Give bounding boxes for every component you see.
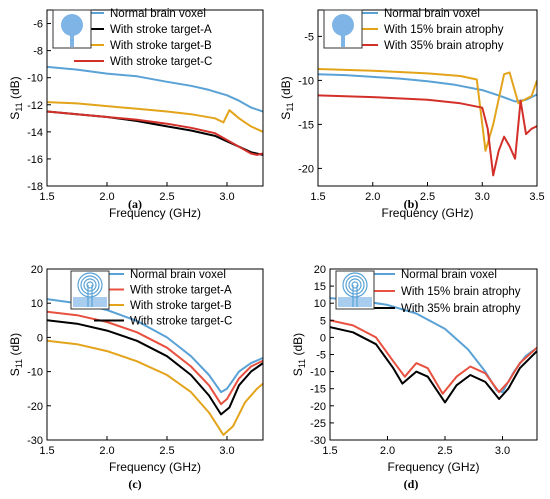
y-tick-label: 15 (314, 281, 326, 293)
legend-entry: With stroke target-C (130, 316, 232, 328)
x-tick-label: 2.5 (159, 191, 174, 203)
x-tick-label: 2.5 (159, 445, 174, 457)
y-tick-label: -15 (298, 119, 314, 131)
legend-entry: With stroke target-A (110, 24, 212, 36)
x-tick-label: 2.5 (420, 191, 435, 203)
legend-entry: Normal brain voxel (130, 269, 226, 281)
y-tick-label: -20 (310, 401, 326, 413)
y-tick-label: -5 (304, 31, 314, 43)
x-axis-label: Frequency (GHz) (381, 206, 473, 220)
y-tick-label: -15 (310, 384, 326, 396)
series-line (47, 339, 263, 436)
y-tick-label: 0 (320, 332, 326, 344)
series-line (318, 94, 537, 177)
x-axis-label: Frequency (GHz) (109, 206, 201, 220)
panel-caption: (b) (404, 197, 419, 211)
legend-entry: Normal brain voxel (401, 269, 497, 281)
plot-frame (46, 268, 264, 441)
x-tick-label: 3.0 (475, 191, 490, 203)
y-tick-label: 10 (31, 298, 43, 310)
feedline-icon (341, 34, 345, 47)
x-tick-label: 3.0 (219, 191, 234, 203)
x-axis-label: Frequency (GHz) (109, 460, 201, 474)
legend-entry: With 35% brain atrophy (384, 40, 504, 52)
x-tick-label: 2.0 (99, 191, 114, 203)
y-axis-label: S11 (dB) (279, 76, 295, 119)
y-tick-label: -5 (316, 350, 326, 362)
y-tick-label: -16 (27, 154, 43, 166)
y-tick-label: 10 (314, 298, 326, 310)
series-line (47, 101, 263, 133)
series-line (47, 110, 263, 156)
series-line (330, 319, 537, 395)
x-tick-label: 3.5 (529, 191, 544, 203)
panel-caption: (c) (128, 477, 141, 491)
panel-caption: (a) (128, 197, 142, 211)
chart-panel: 1.5 2.0 2.5 3.0 3.5 -20 -15 -10 -5 Frequency (GHz… (279, 8, 545, 220)
plot-frame (46, 9, 264, 187)
y-tick-label: -30 (27, 435, 43, 447)
legend-entry: With stroke target-B (130, 300, 232, 312)
y-tick-label: -30 (310, 435, 326, 447)
y-tick-label: -6 (33, 19, 43, 31)
series-line (47, 319, 263, 416)
chart-panel: 1.5 2.0 2.5 3.0 -18 -16 -14 -12 -10 -8 -6 Frequency… (8, 8, 264, 220)
series-line (318, 68, 537, 152)
legend-entry: With 15% brain atrophy (401, 286, 521, 298)
y-tick-label: -20 (27, 401, 43, 413)
legend-entry: With stroke target-C (110, 56, 212, 68)
y-tick-label: 0 (37, 332, 43, 344)
y-axis-label: S11 (dB) (8, 333, 24, 376)
series-line (330, 326, 537, 404)
y-tick-label: -10 (27, 73, 43, 85)
x-tick-label: 1.5 (322, 445, 337, 457)
patch-antenna-icon (332, 14, 354, 36)
y-tick-label: 20 (314, 264, 326, 276)
y-tick-label: 20 (31, 264, 43, 276)
x-tick-label: 2.0 (99, 445, 114, 457)
x-tick-label: 3.0 (495, 445, 510, 457)
series-line (47, 110, 263, 156)
x-tick-label: 1.5 (39, 191, 54, 203)
spiral-antenna-icon (338, 272, 372, 307)
y-tick-label: -14 (27, 127, 43, 139)
y-axis-label: S11 (dB) (8, 76, 24, 119)
patch-antenna-icon (61, 14, 83, 36)
x-tick-label: 2.0 (365, 191, 380, 203)
y-tick-label: -10 (298, 75, 314, 87)
panel-caption: (d) (404, 477, 419, 491)
y-axis-label: S11 (dB) (291, 333, 307, 376)
legend-entry: Normal brain voxel (384, 8, 480, 20)
chart-panel: 1.5 2.0 2.5 3.0 -30 -25 -20 -15 -10 -5 0 5 10 15 20 Fre… (291, 264, 538, 491)
y-tick-label: -8 (33, 46, 43, 58)
x-axis-label: Frequency (GHz) (387, 460, 479, 474)
spiral-antenna-icon (73, 272, 107, 307)
y-tick-label: 5 (320, 315, 326, 327)
legend-entry: With stroke target-B (110, 40, 212, 52)
legend-entry: With 35% brain atrophy (401, 303, 521, 315)
y-tick-label: -12 (27, 100, 43, 112)
x-tick-label: 2.5 (437, 445, 452, 457)
series-line (47, 65, 263, 113)
y-tick-label: -20 (298, 163, 314, 175)
x-tick-label: 3.0 (219, 445, 234, 457)
x-tick-label: 1.5 (310, 191, 325, 203)
y-tick-label: -18 (27, 181, 43, 193)
y-tick-label: -25 (310, 418, 326, 430)
x-tick-label: 2.0 (380, 445, 395, 457)
legend-entry: Normal brain voxel (110, 8, 206, 20)
y-tick-label: -10 (310, 367, 326, 379)
chart-panel: 1.5 2.0 2.5 3.0 -30 -20 -10 0 10 20 Frequency (GHz… (8, 264, 264, 491)
legend-entry: With 15% brain atrophy (384, 24, 504, 36)
y-tick-label: -10 (27, 367, 43, 379)
feedline-icon (70, 34, 74, 47)
legend-entry: With stroke target-A (130, 285, 232, 297)
x-tick-label: 1.5 (39, 445, 54, 457)
